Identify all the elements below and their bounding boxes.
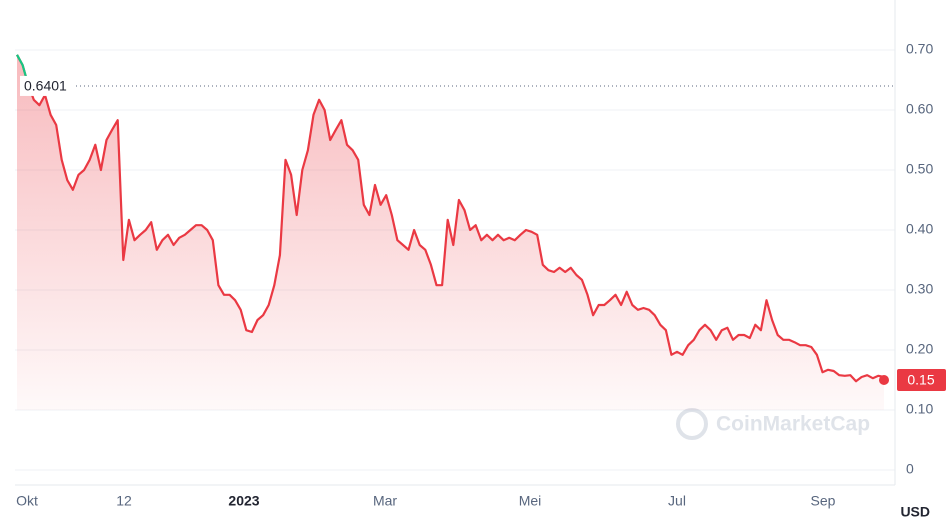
reference-label: 0.6401 xyxy=(24,78,67,94)
x-tick-label: Sep xyxy=(811,493,836,509)
x-tick-label: Jul xyxy=(668,493,686,509)
y-tick-label: 0.20 xyxy=(906,341,933,357)
current-label-bg xyxy=(897,369,946,391)
x-tick-label: 12 xyxy=(116,493,132,509)
y-tick-label: 0 xyxy=(906,461,914,477)
price-line xyxy=(16,54,885,383)
x-tick-label: Mar xyxy=(373,493,397,509)
watermark-logo xyxy=(676,408,708,440)
watermark: CoinMarketCap xyxy=(676,408,870,440)
x-tick-label: Okt xyxy=(16,493,38,509)
y-tick-label: 0.50 xyxy=(906,161,933,177)
x-tick-label: 2023 xyxy=(228,493,259,509)
reference-label-bg xyxy=(20,75,74,96)
current-dot xyxy=(879,375,889,385)
y-tick-label: 0.10 xyxy=(906,401,933,417)
x-tick-label: Mei xyxy=(519,493,542,509)
y-tick-label: 0.70 xyxy=(906,41,933,57)
y-tick-label: 0.40 xyxy=(906,221,933,237)
y-tick-label: 0.60 xyxy=(906,101,933,117)
watermark-text: CoinMarketCap xyxy=(716,413,870,436)
y-tick-label: 0.30 xyxy=(906,281,933,297)
current-label: 0.15 xyxy=(907,372,934,388)
currency-label: USD xyxy=(900,504,930,520)
